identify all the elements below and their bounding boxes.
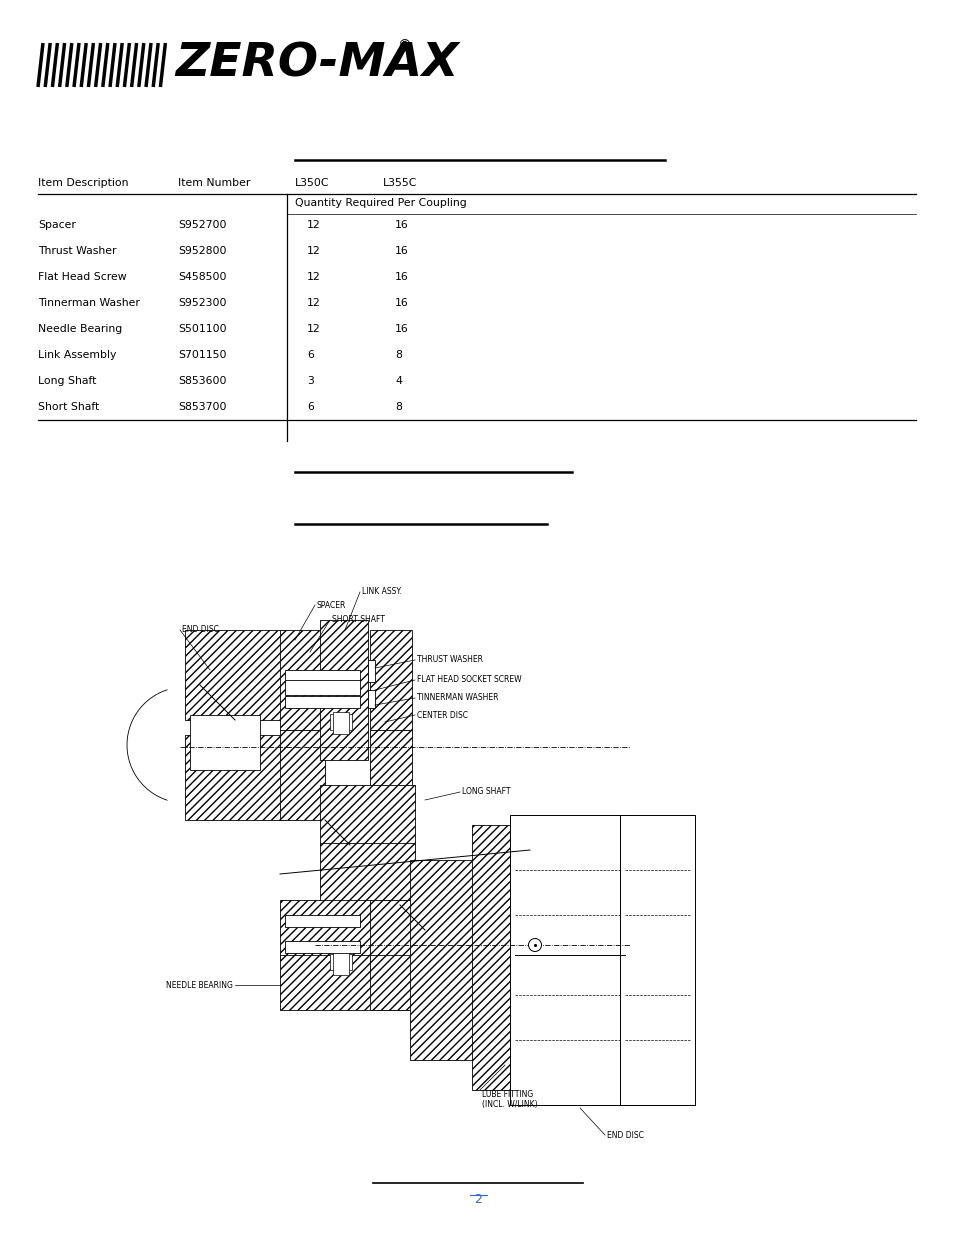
Text: END DISC: END DISC bbox=[606, 1130, 643, 1140]
Text: Item Number: Item Number bbox=[178, 178, 250, 188]
Text: Item Description: Item Description bbox=[38, 178, 129, 188]
Bar bbox=[410, 860, 475, 1060]
Bar bbox=[333, 713, 349, 734]
Text: S458500: S458500 bbox=[178, 272, 226, 282]
Text: S701150: S701150 bbox=[178, 350, 226, 359]
Bar bbox=[330, 714, 352, 730]
Bar bbox=[285, 671, 359, 682]
Text: 8: 8 bbox=[395, 350, 401, 359]
Bar bbox=[285, 680, 359, 695]
Text: ZERO-MAX: ZERO-MAX bbox=[175, 42, 458, 86]
Bar bbox=[319, 844, 415, 905]
Text: S952700: S952700 bbox=[178, 220, 226, 230]
Text: 6: 6 bbox=[307, 350, 314, 359]
Text: S952800: S952800 bbox=[178, 246, 226, 256]
Text: S853600: S853600 bbox=[178, 375, 226, 387]
Text: LINK ASSY.: LINK ASSY. bbox=[361, 588, 401, 597]
Bar bbox=[368, 659, 375, 682]
Bar bbox=[280, 730, 325, 820]
Text: THRUST WASHER: THRUST WASHER bbox=[416, 656, 482, 664]
Text: 8: 8 bbox=[395, 403, 401, 412]
Bar bbox=[280, 630, 325, 730]
Text: 4: 4 bbox=[395, 375, 401, 387]
Text: LUBE FITTING
(INCL. W/LINK): LUBE FITTING (INCL. W/LINK) bbox=[481, 1091, 537, 1109]
Text: SHORT SHAFT: SHORT SHAFT bbox=[332, 615, 384, 625]
Text: CENTER DISC: CENTER DISC bbox=[416, 710, 468, 720]
Text: Short Shaft: Short Shaft bbox=[38, 403, 99, 412]
Text: 16: 16 bbox=[395, 324, 408, 333]
Bar bbox=[510, 815, 624, 1105]
Text: 12: 12 bbox=[307, 324, 320, 333]
Text: 12: 12 bbox=[307, 246, 320, 256]
Text: Flat Head Screw: Flat Head Screw bbox=[38, 272, 127, 282]
Text: S501100: S501100 bbox=[178, 324, 227, 333]
Text: 16: 16 bbox=[395, 272, 408, 282]
Text: Needle Bearing: Needle Bearing bbox=[38, 324, 122, 333]
Bar bbox=[619, 815, 695, 1105]
Text: Tinnerman Washer: Tinnerman Washer bbox=[38, 298, 140, 308]
Bar bbox=[370, 730, 412, 820]
Text: SPACER: SPACER bbox=[316, 600, 346, 610]
Circle shape bbox=[528, 939, 541, 951]
Text: 16: 16 bbox=[395, 298, 408, 308]
Text: S952300: S952300 bbox=[178, 298, 226, 308]
Text: Long Shaft: Long Shaft bbox=[38, 375, 96, 387]
Text: L350C: L350C bbox=[294, 178, 329, 188]
Bar bbox=[285, 697, 359, 708]
Text: Quantity Required Per Coupling: Quantity Required Per Coupling bbox=[294, 198, 466, 207]
Text: S853700: S853700 bbox=[178, 403, 226, 412]
Text: Spacer: Spacer bbox=[38, 220, 76, 230]
Bar bbox=[285, 915, 359, 927]
Bar bbox=[370, 900, 412, 960]
Text: FLAT HEAD SOCKET SCREW: FLAT HEAD SOCKET SCREW bbox=[416, 676, 521, 684]
Text: 2: 2 bbox=[474, 1193, 481, 1207]
Bar bbox=[185, 735, 285, 820]
Bar bbox=[190, 715, 260, 769]
Text: LONG SHAFT: LONG SHAFT bbox=[461, 788, 510, 797]
Bar bbox=[330, 953, 352, 969]
Bar bbox=[368, 690, 375, 708]
Text: L355C: L355C bbox=[382, 178, 416, 188]
Bar bbox=[285, 941, 359, 953]
Bar bbox=[333, 953, 349, 974]
Bar bbox=[319, 785, 415, 845]
Text: TINNERMAN WASHER: TINNERMAN WASHER bbox=[416, 694, 498, 703]
Bar bbox=[370, 955, 412, 1010]
Text: Link Assembly: Link Assembly bbox=[38, 350, 116, 359]
Bar bbox=[472, 825, 512, 1091]
Text: 6: 6 bbox=[307, 403, 314, 412]
Text: NEEDLE BEARING: NEEDLE BEARING bbox=[166, 981, 233, 989]
Text: 3: 3 bbox=[307, 375, 314, 387]
Bar bbox=[280, 900, 419, 960]
Text: 12: 12 bbox=[307, 298, 320, 308]
Text: END DISC: END DISC bbox=[182, 625, 218, 635]
Text: 12: 12 bbox=[307, 220, 320, 230]
Bar bbox=[280, 955, 415, 1010]
Text: Thrust Washer: Thrust Washer bbox=[38, 246, 116, 256]
Bar bbox=[319, 620, 368, 760]
Text: 12: 12 bbox=[307, 272, 320, 282]
Text: 16: 16 bbox=[395, 220, 408, 230]
Text: 16: 16 bbox=[395, 246, 408, 256]
Bar bbox=[185, 630, 285, 720]
Bar bbox=[370, 630, 412, 730]
Text: ®: ® bbox=[397, 40, 411, 53]
